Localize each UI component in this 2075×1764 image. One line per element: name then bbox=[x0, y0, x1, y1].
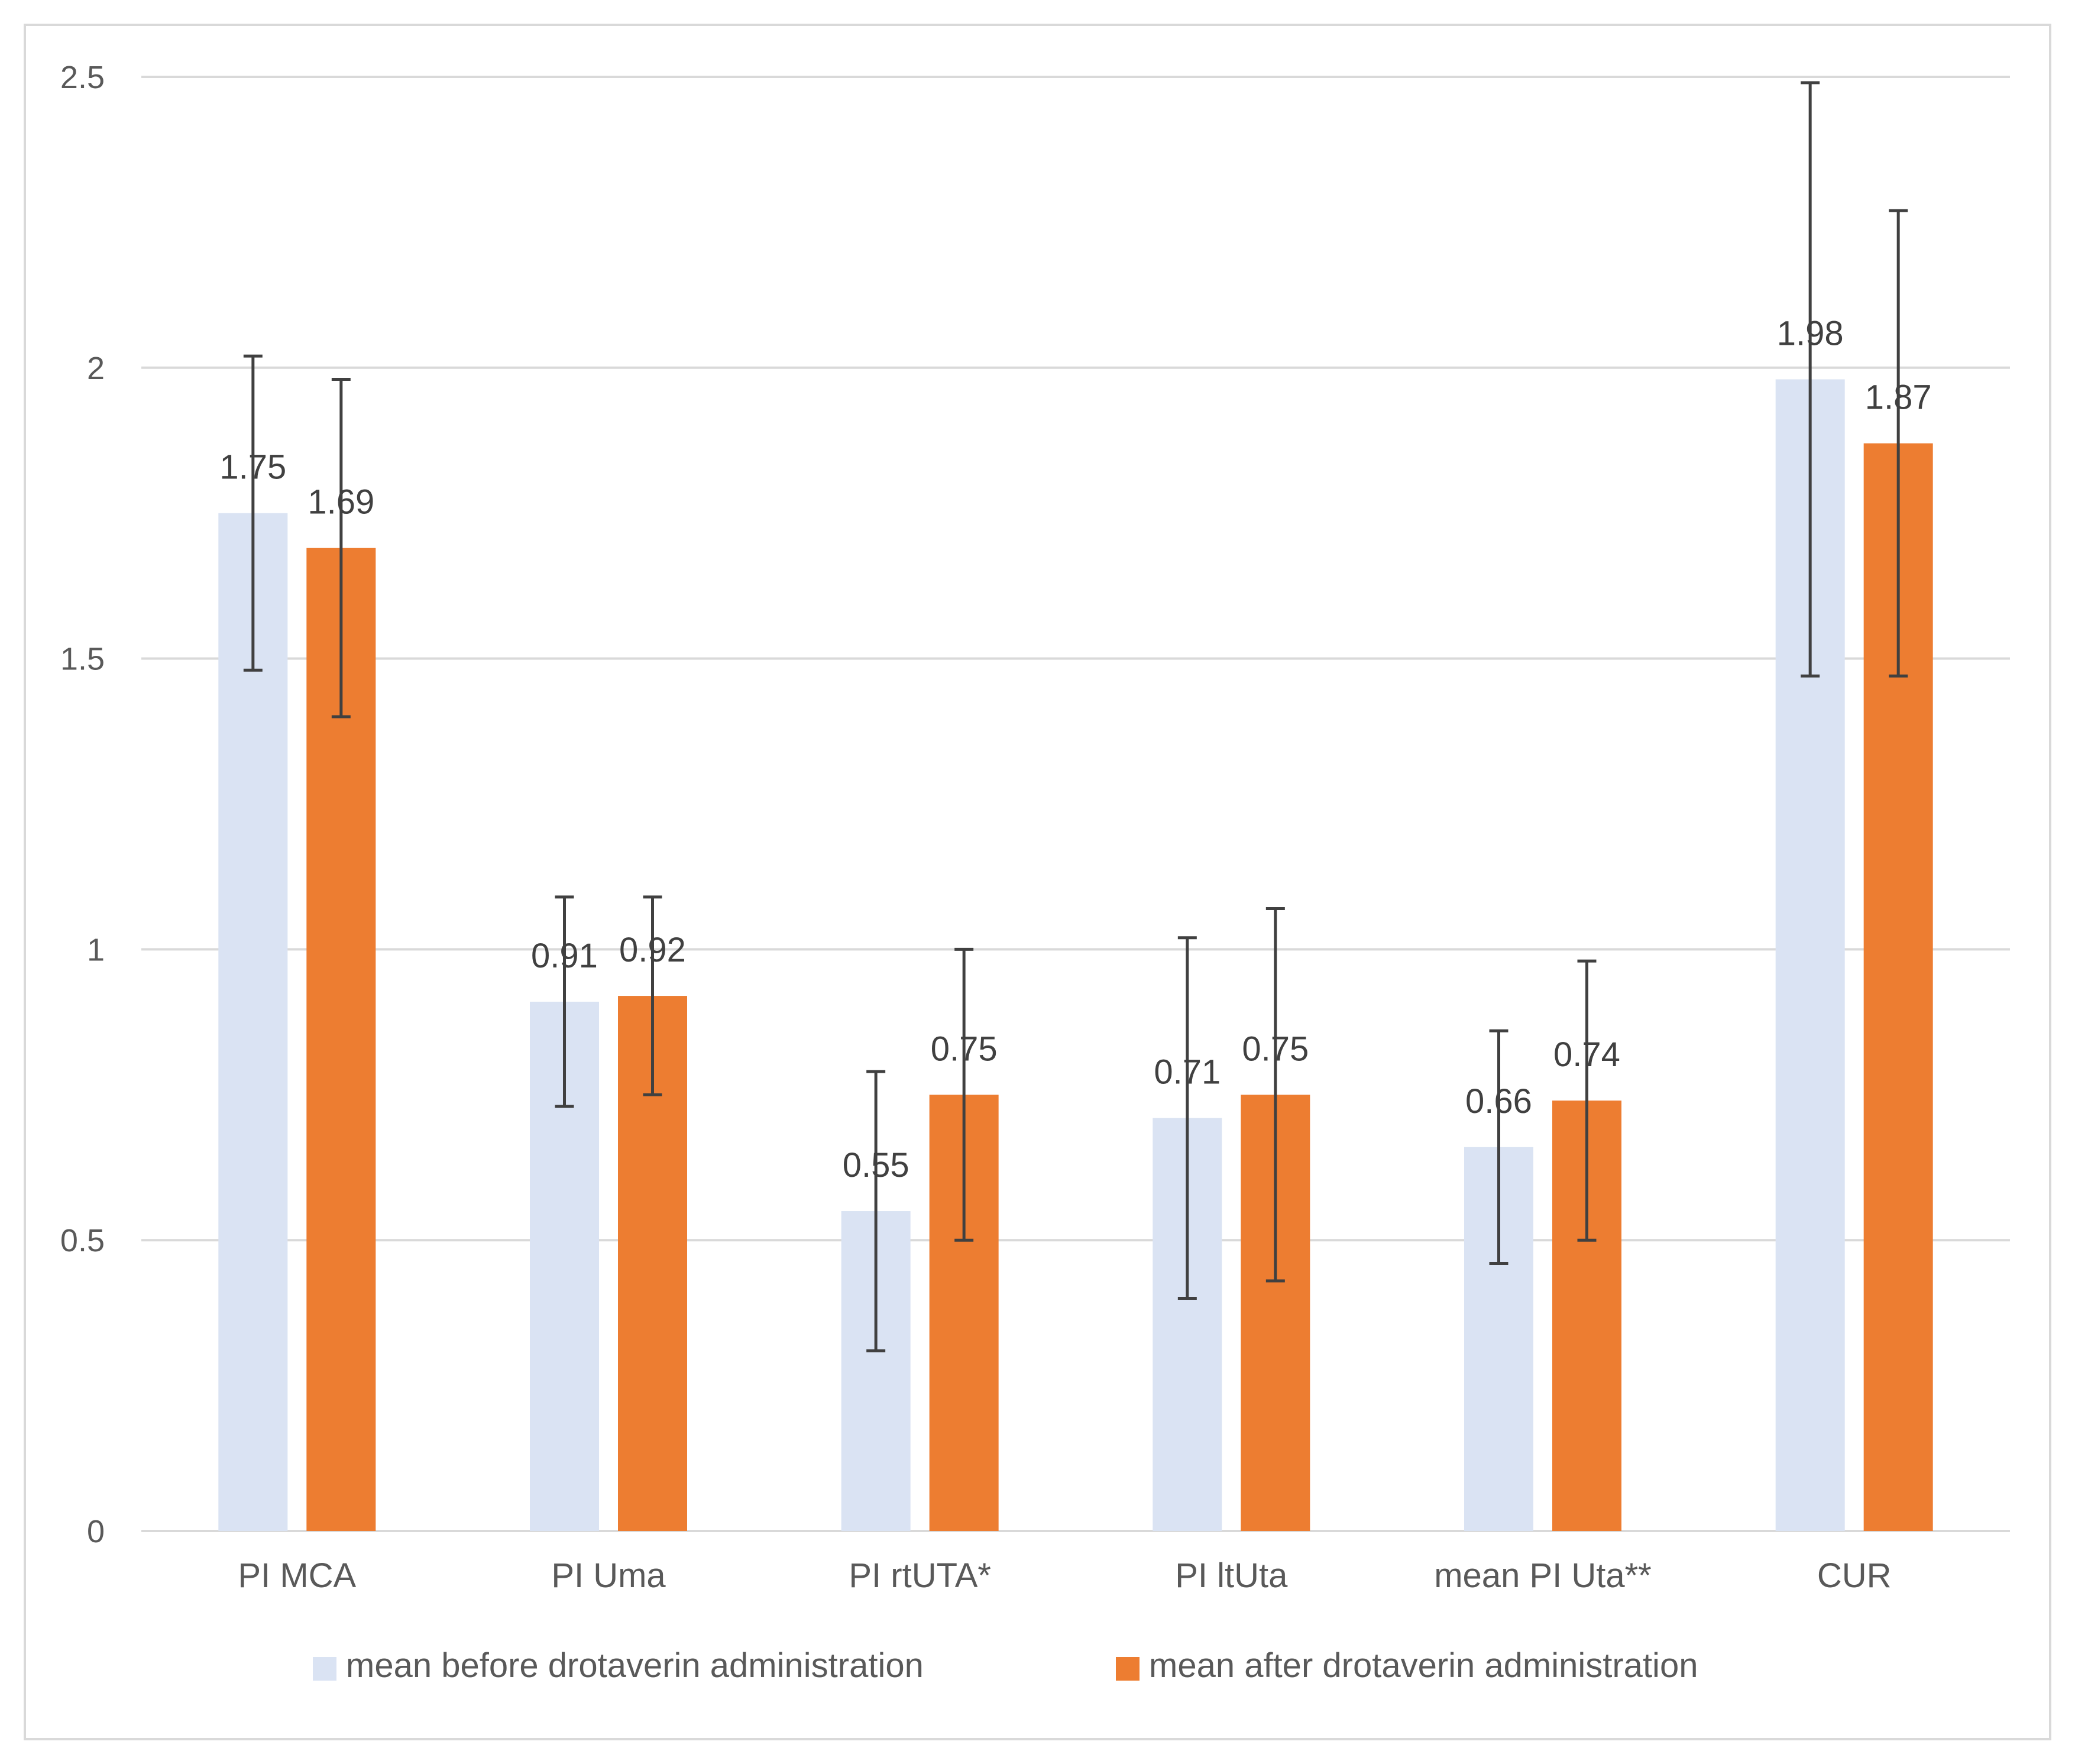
x-axis-categories: PI MCA PI Uma PI rtUTA* PI ltUta mean PI Uta… bbox=[238, 1556, 1891, 1595]
legend: mean before drotaverin administration mea… bbox=[313, 1646, 1698, 1685]
category-label: mean PI Uta** bbox=[1434, 1556, 1652, 1595]
category-label: PI ltUta bbox=[1175, 1556, 1288, 1595]
category-label: CUR bbox=[1817, 1556, 1892, 1595]
error-bar bbox=[1265, 907, 1285, 1283]
legend-item-before: mean before drotaverin administration bbox=[313, 1646, 924, 1685]
legend-swatch bbox=[1116, 1657, 1140, 1681]
y-axis-ticks: 0 0.5 1 1.5 2 2.5 bbox=[60, 60, 105, 1549]
data-label: 1.98 bbox=[1777, 314, 1844, 352]
error-bar bbox=[331, 377, 351, 718]
data-label: 0.75 bbox=[931, 1030, 998, 1068]
category-label: PI MCA bbox=[238, 1556, 356, 1595]
error-bar bbox=[954, 947, 974, 1242]
error-bar bbox=[243, 354, 263, 672]
data-label: 0.71 bbox=[1154, 1053, 1221, 1092]
bar-chart: 0 0.5 1 1.5 2 2.5 1.75 1.69 0.91 0.92 0.55 0.75 0.7… bbox=[60, 60, 2010, 1685]
data-labels: 1.75 1.69 0.91 0.92 0.55 0.75 0.71 0.75 0.66 0.74… bbox=[219, 314, 1931, 1184]
data-label: 0.92 bbox=[619, 931, 686, 969]
data-label: 1.69 bbox=[307, 483, 374, 522]
gridlines bbox=[141, 76, 2010, 1532]
data-label: 0.66 bbox=[1465, 1082, 1532, 1121]
data-label: 0.75 bbox=[1242, 1030, 1309, 1068]
legend-label: mean before drotaverin administration bbox=[346, 1646, 924, 1685]
data-label: 1.87 bbox=[1865, 378, 1932, 417]
data-label: 0.74 bbox=[1553, 1035, 1620, 1074]
error-bar bbox=[866, 1070, 886, 1352]
category-label: PI Uma bbox=[551, 1556, 666, 1595]
y-tick-label: 1 bbox=[87, 932, 105, 967]
y-tick-label: 2 bbox=[87, 351, 105, 386]
y-tick-label: 1.5 bbox=[60, 642, 105, 677]
error-bar bbox=[1801, 81, 1820, 678]
bar-before bbox=[218, 513, 288, 1532]
data-label: 0.55 bbox=[843, 1146, 909, 1184]
error-bar bbox=[1577, 959, 1597, 1242]
error-bar bbox=[1177, 936, 1197, 1300]
legend-label: mean after drotaverin administration bbox=[1149, 1646, 1698, 1685]
error-bar bbox=[555, 895, 574, 1108]
legend-item-after: mean after drotaverin administration bbox=[1116, 1646, 1698, 1685]
bars bbox=[218, 379, 1933, 1532]
chart-frame: 0 0.5 1 1.5 2 2.5 1.75 1.69 0.91 0.92 0.55 0.75 0.7… bbox=[24, 24, 2051, 1740]
data-label: 1.75 bbox=[219, 448, 286, 487]
error-bar bbox=[1889, 209, 1908, 678]
error-bars bbox=[243, 81, 1908, 1352]
category-label: PI rtUTA* bbox=[849, 1556, 991, 1595]
error-bar bbox=[1489, 1029, 1508, 1265]
data-label: 0.91 bbox=[531, 937, 598, 975]
y-tick-label: 0 bbox=[87, 1514, 105, 1549]
y-tick-label: 0.5 bbox=[60, 1223, 105, 1258]
legend-swatch bbox=[313, 1657, 336, 1681]
error-bar bbox=[643, 895, 662, 1096]
y-tick-label: 2.5 bbox=[60, 60, 105, 95]
